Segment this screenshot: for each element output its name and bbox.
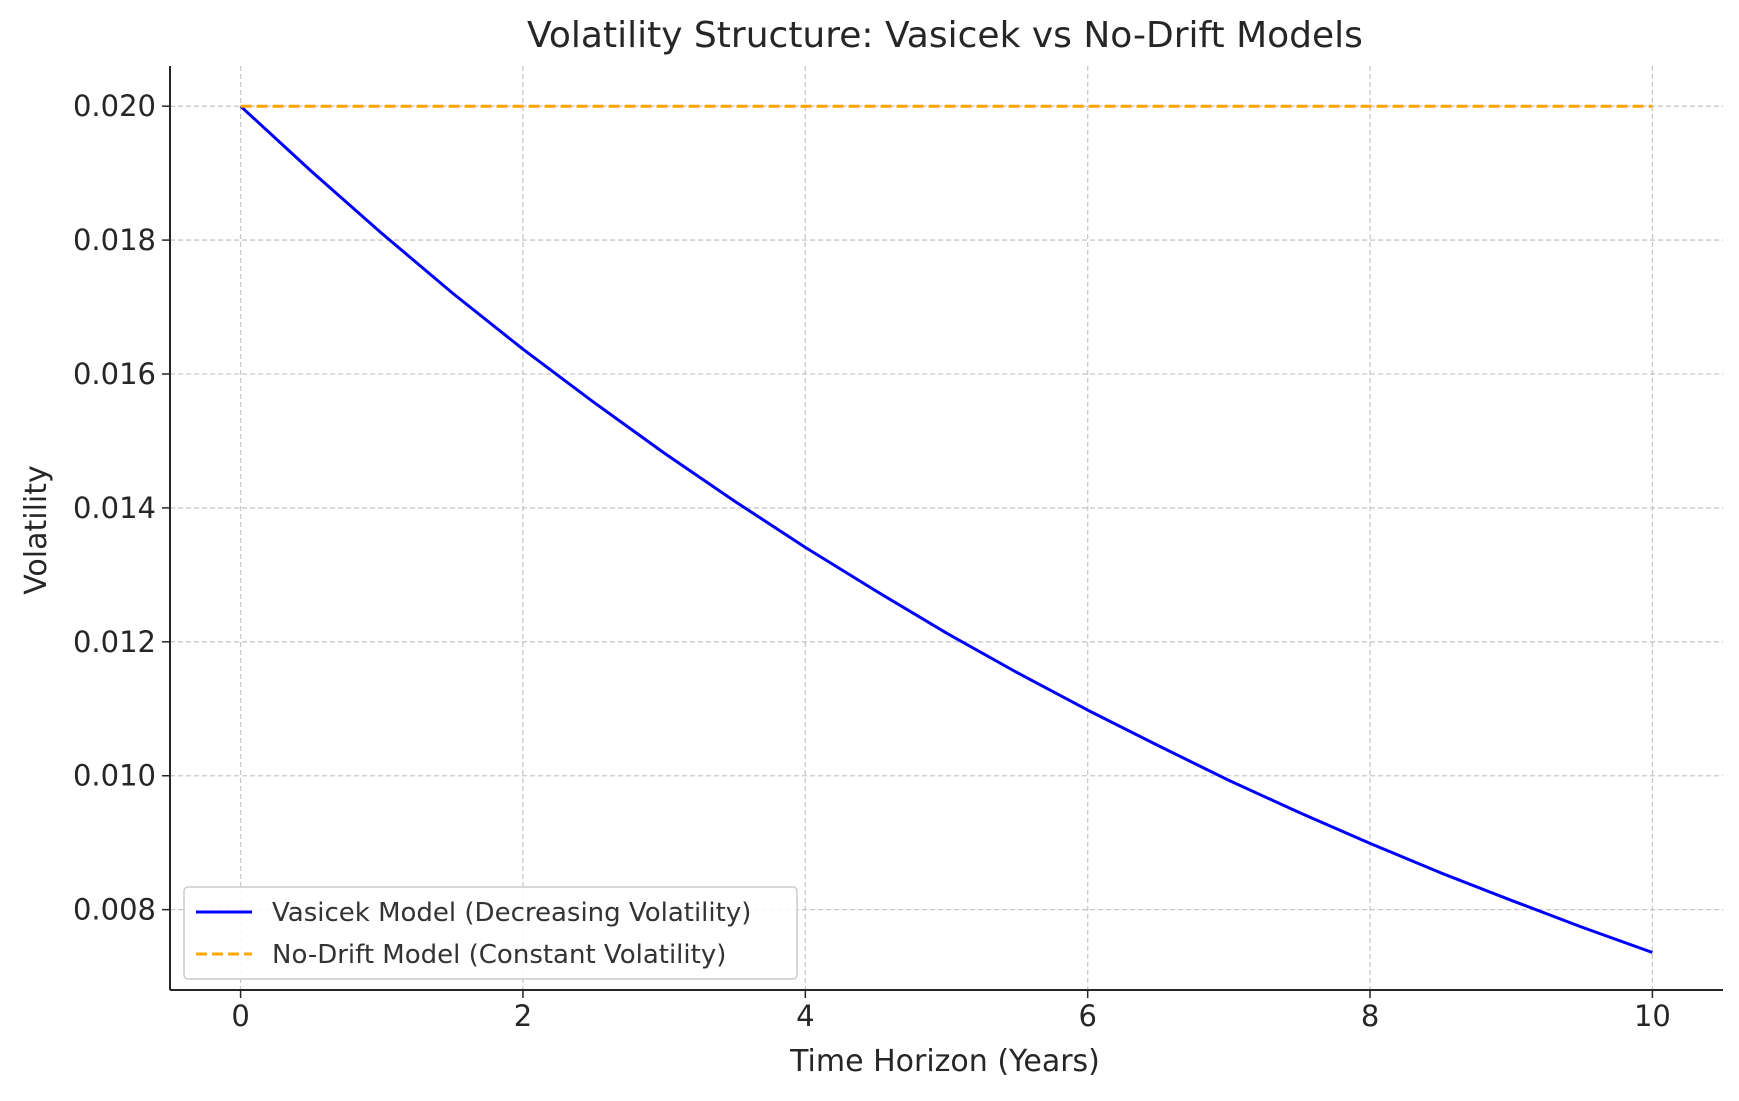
y-tick-label: 0.010 [73,759,156,793]
axes [169,66,1723,991]
y-axis-label: Volatility [19,465,54,595]
x-axis-label: Time Horizon (Years) [789,1044,1100,1079]
x-tick-label: 4 [796,999,814,1033]
legend: Vasicek Model (Decreasing Volatility) No-… [183,886,798,980]
series [239,104,1653,954]
ticks: 0 2 4 6 8 10 0.008 0.010 0.012 0.014 0.016 0.018 0.0… [73,89,1671,1033]
y-tick-label: 0.012 [73,625,156,659]
x-tick-label: 2 [514,999,532,1033]
y-tick-label: 0.018 [73,223,156,257]
x-tick-label: 8 [1361,999,1379,1033]
y-tick-label: 0.014 [73,491,156,525]
y-tick-label: 0.008 [73,893,156,927]
y-tick-label: 0.020 [73,89,156,123]
x-tick-label: 6 [1078,999,1096,1033]
legend-box [183,886,798,980]
x-tick-label: 10 [1634,999,1671,1033]
series-line-1 [239,105,1653,954]
x-tick-label: 0 [231,999,249,1033]
grid [170,66,1723,990]
legend-label: No-Drift Model (Constant Volatility) [272,940,726,970]
legend-label: Vasicek Model (Decreasing Volatility) [272,898,751,928]
y-tick-label: 0.016 [73,357,156,391]
chart-title: Volatility Structure: Vasicek vs No-Drif… [527,15,1363,56]
